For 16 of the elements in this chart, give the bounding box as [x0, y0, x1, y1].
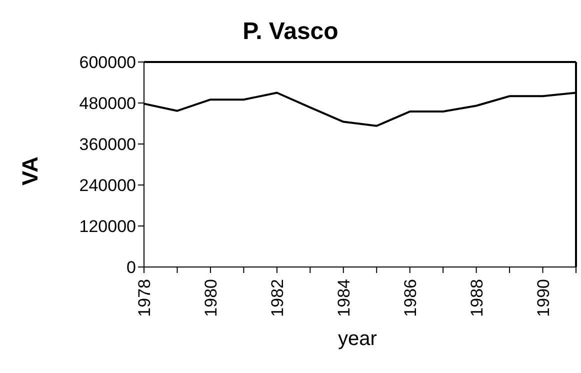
x-axis-title: year: [338, 328, 377, 351]
y-tick-label: 0: [126, 258, 136, 278]
x-tick-label: 1978: [135, 279, 154, 317]
x-tick-label: 1980: [201, 279, 220, 317]
y-tick-label: 480000: [79, 94, 136, 114]
x-tick-label: 1982: [268, 279, 287, 317]
y-tick-label: 600000: [79, 53, 136, 72]
x-tick-label: 1986: [400, 279, 420, 317]
chart-title: P. Vasco: [242, 18, 340, 46]
x-tick-label: 1984: [334, 279, 354, 317]
x-tick-label: 1990: [534, 279, 553, 317]
y-tick-label: 240000: [79, 176, 136, 196]
y-axis-title: VA: [17, 156, 44, 186]
y-tick-label: 120000: [79, 217, 136, 236]
y-tick-label: 360000: [79, 135, 136, 154]
x-tick-label: 1988: [467, 279, 486, 317]
